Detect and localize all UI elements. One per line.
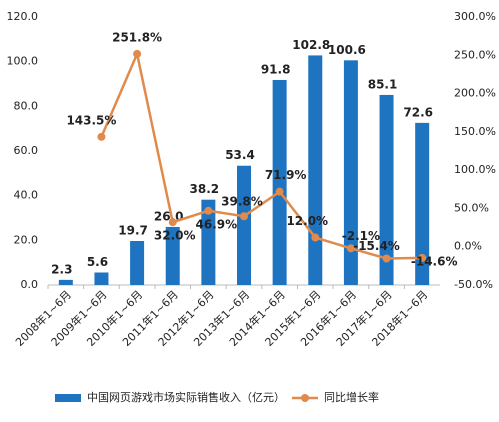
- bar: [308, 55, 323, 286]
- line-marker: [382, 254, 391, 263]
- y-tick-label: 0.0: [21, 278, 39, 291]
- line-marker: [97, 132, 106, 141]
- line-value-label: 71.9%: [265, 168, 307, 182]
- line-value-label: 143.5%: [66, 113, 116, 127]
- bar: [272, 79, 287, 285]
- legend-swatch: [55, 394, 81, 402]
- y2-tick-label: -50.0%: [454, 278, 493, 291]
- bar: [94, 272, 109, 285]
- line-value-label: 251.8%: [112, 30, 162, 44]
- line-value-label: -14.6%: [411, 254, 458, 268]
- line-marker: [346, 244, 355, 253]
- bar: [343, 60, 358, 286]
- y-tick-label: 100.0: [7, 55, 39, 68]
- bar: [379, 94, 394, 286]
- bar: [415, 122, 430, 285]
- line-marker: [168, 218, 177, 227]
- bar-value-label: 85.1: [368, 77, 398, 91]
- line-marker: [311, 233, 320, 242]
- line-marker: [240, 212, 248, 221]
- line-value-label: 46.9%: [196, 217, 238, 231]
- line-marker: [275, 187, 284, 196]
- y2-tick-label: 250.0%: [454, 48, 496, 61]
- bar: [130, 241, 145, 285]
- line-value-label: 12.0%: [286, 214, 328, 228]
- y2-tick-label: 150.0%: [454, 125, 496, 138]
- bar-value-label: 91.8: [261, 62, 291, 76]
- bar-value-label: 53.4: [225, 148, 255, 162]
- line-marker: [133, 49, 142, 58]
- bar-value-label: 5.6: [87, 255, 108, 269]
- bar: [201, 199, 216, 285]
- y-tick-label: 40.0: [14, 189, 39, 202]
- line-value-label: 32.0%: [154, 229, 196, 243]
- line-value-label: -15.4%: [353, 239, 400, 253]
- y-tick-label: 80.0: [14, 99, 39, 112]
- legend-label: 中国网页游戏市场实际销售收入（亿元）: [87, 390, 285, 404]
- bar-value-label: 72.6: [403, 105, 433, 119]
- legend-label: 同比增长率: [324, 390, 379, 404]
- y-tick-label: 120.0: [7, 10, 39, 23]
- bar: [237, 165, 251, 285]
- bar: [165, 226, 180, 285]
- bar-value-label: 38.2: [190, 182, 220, 196]
- y2-tick-label: 300.0%: [454, 10, 496, 23]
- y2-tick-label: 200.0%: [454, 87, 496, 100]
- line-value-label: 39.8%: [221, 195, 263, 209]
- y2-tick-label: 50.0%: [454, 201, 489, 214]
- line: [100, 49, 423, 260]
- bar-value-label: 2.3: [51, 262, 72, 276]
- y2-tick-label: 100.0%: [454, 163, 496, 176]
- bar-value-label: 19.7: [118, 224, 148, 238]
- bar-value-label: 102.8: [292, 38, 330, 52]
- line-marker: [204, 206, 213, 215]
- line-marker: [418, 253, 427, 262]
- bar: [58, 279, 73, 285]
- y2-tick-label: 0.0%: [454, 240, 482, 253]
- y-tick-label: 20.0: [14, 233, 39, 246]
- line-value-label: -2.1%: [342, 229, 380, 243]
- bar-value-label: 100.6: [328, 43, 366, 57]
- y-tick-label: 60.0: [14, 144, 39, 157]
- legend-swatch: [301, 394, 309, 402]
